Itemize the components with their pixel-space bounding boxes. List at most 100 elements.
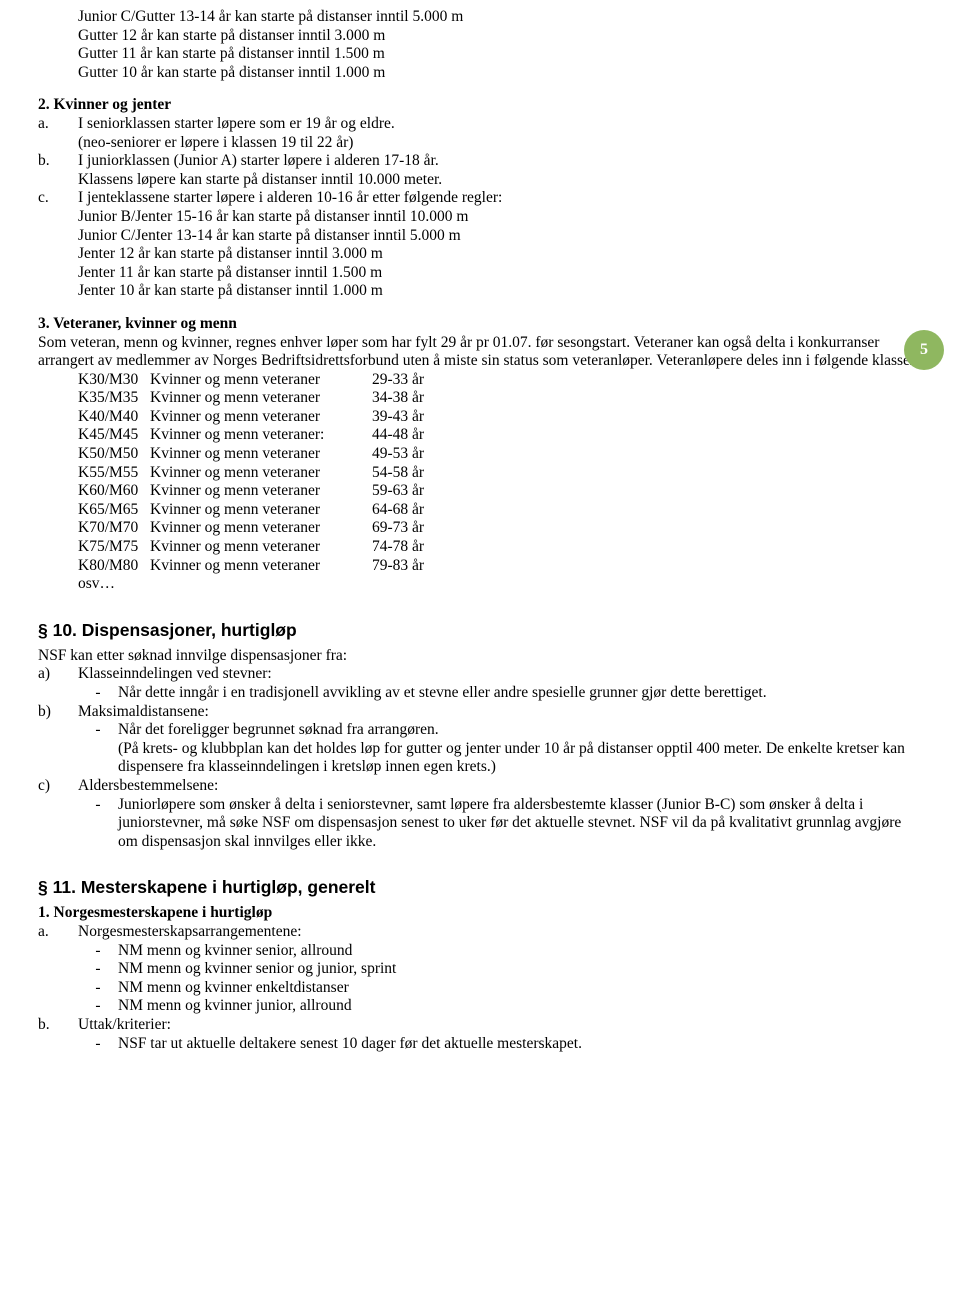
text-line: Jenter 10 år kan starte på distanser inn…: [78, 282, 922, 301]
list-item: -NM menn og kvinner senior og junior, sp…: [78, 960, 922, 979]
cell: K35/M35: [78, 389, 150, 408]
list-item: - Når det foreligger begrunnet søknad fr…: [78, 721, 922, 777]
text-line: Juniorløpere som ønsker å delta i senior…: [118, 796, 922, 852]
cell: 29-33 år: [372, 371, 424, 390]
table-row: K50/M50Kvinner og menn veteraner49-53 år: [78, 445, 922, 464]
text-line: Når dette inngår i en tradisjonell avvik…: [118, 684, 922, 703]
cell: Kvinner og menn veteraner: [150, 538, 372, 557]
dash-icon: -: [78, 1035, 118, 1054]
cell: 74-78 år: [372, 538, 424, 557]
table-row: K80/M80Kvinner og menn veteraner79-83 år: [78, 557, 922, 576]
section-heading: § 10. Dispensasjoner, hurtigløp: [38, 620, 922, 641]
cell: K40/M40: [78, 408, 150, 427]
item-label: a.: [38, 115, 78, 152]
subsection-heading: 1. Norgesmesterskapene i hurtigløp: [38, 904, 922, 923]
cell: K55/M55: [78, 464, 150, 483]
cell: K80/M80: [78, 557, 150, 576]
cell: K50/M50: [78, 445, 150, 464]
text-line: osv…: [78, 575, 922, 594]
item-label: b.: [38, 152, 78, 189]
text-line: Klasseinndelingen ved stevner:: [78, 665, 922, 684]
table-row: K40/M40Kvinner og menn veteraner39-43 år: [78, 408, 922, 427]
item-label: c.: [38, 189, 78, 301]
list-item: c) Aldersbestemmelsene:: [38, 777, 922, 796]
dash-icon: -: [78, 942, 118, 961]
text-line: Jenter 12 år kan starte på distanser inn…: [78, 245, 922, 264]
list-item: b) Maksimaldistansene:: [38, 703, 922, 722]
text-line: NM menn og kvinner senior og junior, spr…: [118, 960, 922, 979]
cell: 39-43 år: [372, 408, 424, 427]
paragraph: Som veteran, menn og kvinner, regnes enh…: [38, 334, 922, 371]
cell: Kvinner og menn veteraner:: [150, 426, 372, 445]
item-label: b.: [38, 1016, 78, 1035]
text-line: NM menn og kvinner enkeltdistanser: [118, 979, 922, 998]
text-line: Når det foreligger begrunnet søknad fra …: [118, 721, 922, 777]
table-row: K35/M35Kvinner og menn veteraner34-38 år: [78, 389, 922, 408]
table-row: K75/M75Kvinner og menn veteraner74-78 år: [78, 538, 922, 557]
item-label: c): [38, 777, 78, 796]
section-heading: § 11. Mesterskapene i hurtigløp, generel…: [38, 877, 922, 898]
text-line: Junior C/Gutter 13-14 år kan starte på d…: [78, 8, 922, 27]
text-line: NM menn og kvinner junior, allround: [118, 997, 922, 1016]
cell: Kvinner og menn veteraner: [150, 408, 372, 427]
cell: 59-63 år: [372, 482, 424, 501]
list-item: b. Uttak/kriterier:: [38, 1016, 922, 1035]
cell: Kvinner og menn veteraner: [150, 501, 372, 520]
cell: Kvinner og menn veteraner: [150, 389, 372, 408]
cell: K60/M60: [78, 482, 150, 501]
text-line: Norgesmesterskapsarrangementene:: [78, 923, 922, 942]
list-item: a) Klasseinndelingen ved stevner:: [38, 665, 922, 684]
list-item: b. I juniorklassen (Junior A) starter lø…: [38, 152, 922, 189]
dash-icon: -: [78, 960, 118, 979]
dash-icon: -: [78, 796, 118, 852]
subsection-heading: 3. Veteraner, kvinner og menn: [38, 315, 922, 334]
list-item: -NM menn og kvinner junior, allround: [78, 997, 922, 1016]
list-item: -NM menn og kvinner enkeltdistanser: [78, 979, 922, 998]
cell: 64-68 år: [372, 501, 424, 520]
cell: K70/M70: [78, 519, 150, 538]
text-line: NSF tar ut aktuelle deltakere senest 10 …: [118, 1035, 922, 1054]
text-line: I juniorklassen (Junior A) starter løper…: [78, 152, 922, 171]
dash-icon: -: [78, 997, 118, 1016]
cell: Kvinner og menn veteraner: [150, 371, 372, 390]
table-row: K70/M70Kvinner og menn veteraner69-73 år: [78, 519, 922, 538]
text-line: Aldersbestemmelsene:: [78, 777, 922, 796]
text-line: Junior B/Jenter 15-16 år kan starte på d…: [78, 208, 922, 227]
paragraph: NSF kan etter søknad innvilge dispensasj…: [38, 647, 922, 666]
cell: K75/M75: [78, 538, 150, 557]
cell: K30/M30: [78, 371, 150, 390]
list-item: c. I jenteklassene starter løpere i alde…: [38, 189, 922, 301]
table-row: K55/M55Kvinner og menn veteraner54-58 år: [78, 464, 922, 483]
text-line: I jenteklassene starter løpere i alderen…: [78, 189, 922, 208]
list-item: -NSF tar ut aktuelle deltakere senest 10…: [78, 1035, 922, 1054]
text-line: (neo-seniorer er løpere i klassen 19 til…: [78, 134, 922, 153]
text-line: NM menn og kvinner senior, allround: [118, 942, 922, 961]
item-label: b): [38, 703, 78, 722]
cell: Kvinner og menn veteraner: [150, 445, 372, 464]
text-line: I seniorklassen starter løpere som er 19…: [78, 115, 922, 134]
page-number-badge: 5: [904, 330, 944, 370]
table-row: K65/M65Kvinner og menn veteraner64-68 år: [78, 501, 922, 520]
subsection-heading: 2. Kvinner og jenter: [38, 96, 922, 115]
cell: Kvinner og menn veteraner: [150, 519, 372, 538]
cell: K45/M45: [78, 426, 150, 445]
cell: 54-58 år: [372, 464, 424, 483]
cell: 34-38 år: [372, 389, 424, 408]
list-item: a. Norgesmesterskapsarrangementene:: [38, 923, 922, 942]
list-item: -NM menn og kvinner senior, allround: [78, 942, 922, 961]
text-line: Klassens løpere kan starte på distanser …: [78, 171, 922, 190]
text-line: Uttak/kriterier:: [78, 1016, 922, 1035]
item-label: a): [38, 665, 78, 684]
text-line: Maksimaldistansene:: [78, 703, 922, 722]
cell: 69-73 år: [372, 519, 424, 538]
text-line: Gutter 12 år kan starte på distanser inn…: [78, 27, 922, 46]
list-item: a. I seniorklassen starter løpere som er…: [38, 115, 922, 152]
table-row: K45/M45Kvinner og menn veteraner:44-48 å…: [78, 426, 922, 445]
cell: 79-83 år: [372, 557, 424, 576]
text-line: Gutter 10 år kan starte på distanser inn…: [78, 64, 922, 83]
text-line: Junior C/Jenter 13-14 år kan starte på d…: [78, 227, 922, 246]
text-line: Gutter 11 år kan starte på distanser inn…: [78, 45, 922, 64]
table-row: K30/M30Kvinner og menn veteraner29-33 år: [78, 371, 922, 390]
dash-icon: -: [78, 979, 118, 998]
dash-icon: -: [78, 684, 118, 703]
